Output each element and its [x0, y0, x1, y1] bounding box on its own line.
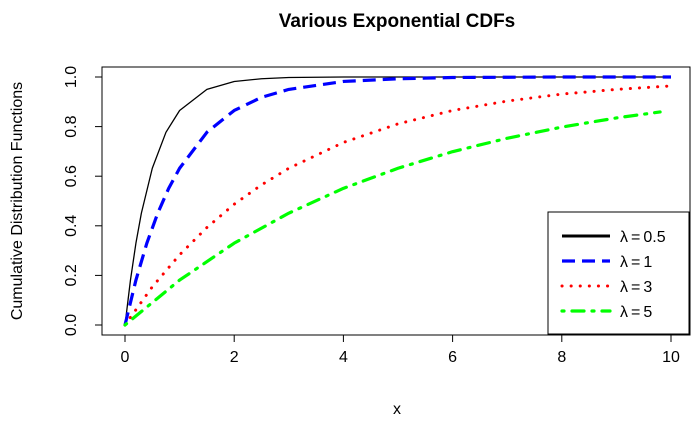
legend-equals: = — [631, 304, 640, 321]
y-tick-label: 0.8 — [63, 115, 80, 137]
x-tick-label: 10 — [662, 349, 680, 366]
legend-symbol: λ — [620, 254, 628, 271]
x-tick-label: 4 — [339, 349, 348, 366]
legend: λ = 0.5λ = 1λ = 3λ = 5 — [547, 211, 690, 335]
legend-value: 0.5 — [643, 229, 665, 246]
legend-equals: = — [631, 279, 640, 296]
legend-equals: = — [631, 229, 640, 246]
chart-title: Various Exponential CDFs — [279, 11, 516, 32]
y-axis: 0.0 0.2 0.4 0.6 0.8 1.0 — [63, 66, 103, 336]
x-tick-label: 2 — [230, 349, 239, 366]
legend-label-3: λ = 3 — [620, 279, 652, 296]
series-line-2 — [123, 75, 671, 326]
legend-symbol: λ — [620, 279, 628, 296]
x-tick-label: 8 — [557, 349, 566, 366]
legend-value: 5 — [643, 304, 652, 321]
y-tick-label: 0.2 — [63, 264, 80, 286]
y-tick-label: 0.0 — [63, 314, 80, 336]
legend-equals: = — [631, 254, 640, 271]
legend-value: 1 — [643, 254, 652, 271]
y-tick-label: 1.0 — [63, 66, 80, 88]
legend-symbol: λ — [620, 304, 628, 321]
x-axis-label: x — [393, 401, 401, 418]
legend-label-4: λ = 5 — [620, 304, 652, 321]
y-tick-label: 0.4 — [63, 215, 80, 237]
y-axis-label: Cumulative Distribution Functions — [9, 82, 26, 320]
legend-symbol: λ — [620, 229, 628, 246]
series-layer — [123, 75, 673, 327]
legend-value: 3 — [643, 279, 652, 296]
legend-label-2: λ = 1 — [620, 254, 652, 271]
series-line-4 — [123, 110, 662, 327]
x-tick-label: 6 — [448, 349, 457, 366]
x-tick-label: 0 — [121, 349, 130, 366]
legend-label-1: λ = 0.5 — [620, 229, 666, 246]
y-tick-label: 0.6 — [63, 165, 80, 187]
legend-box — [547, 211, 690, 335]
x-axis: 0 2 4 6 8 10 — [121, 334, 680, 366]
